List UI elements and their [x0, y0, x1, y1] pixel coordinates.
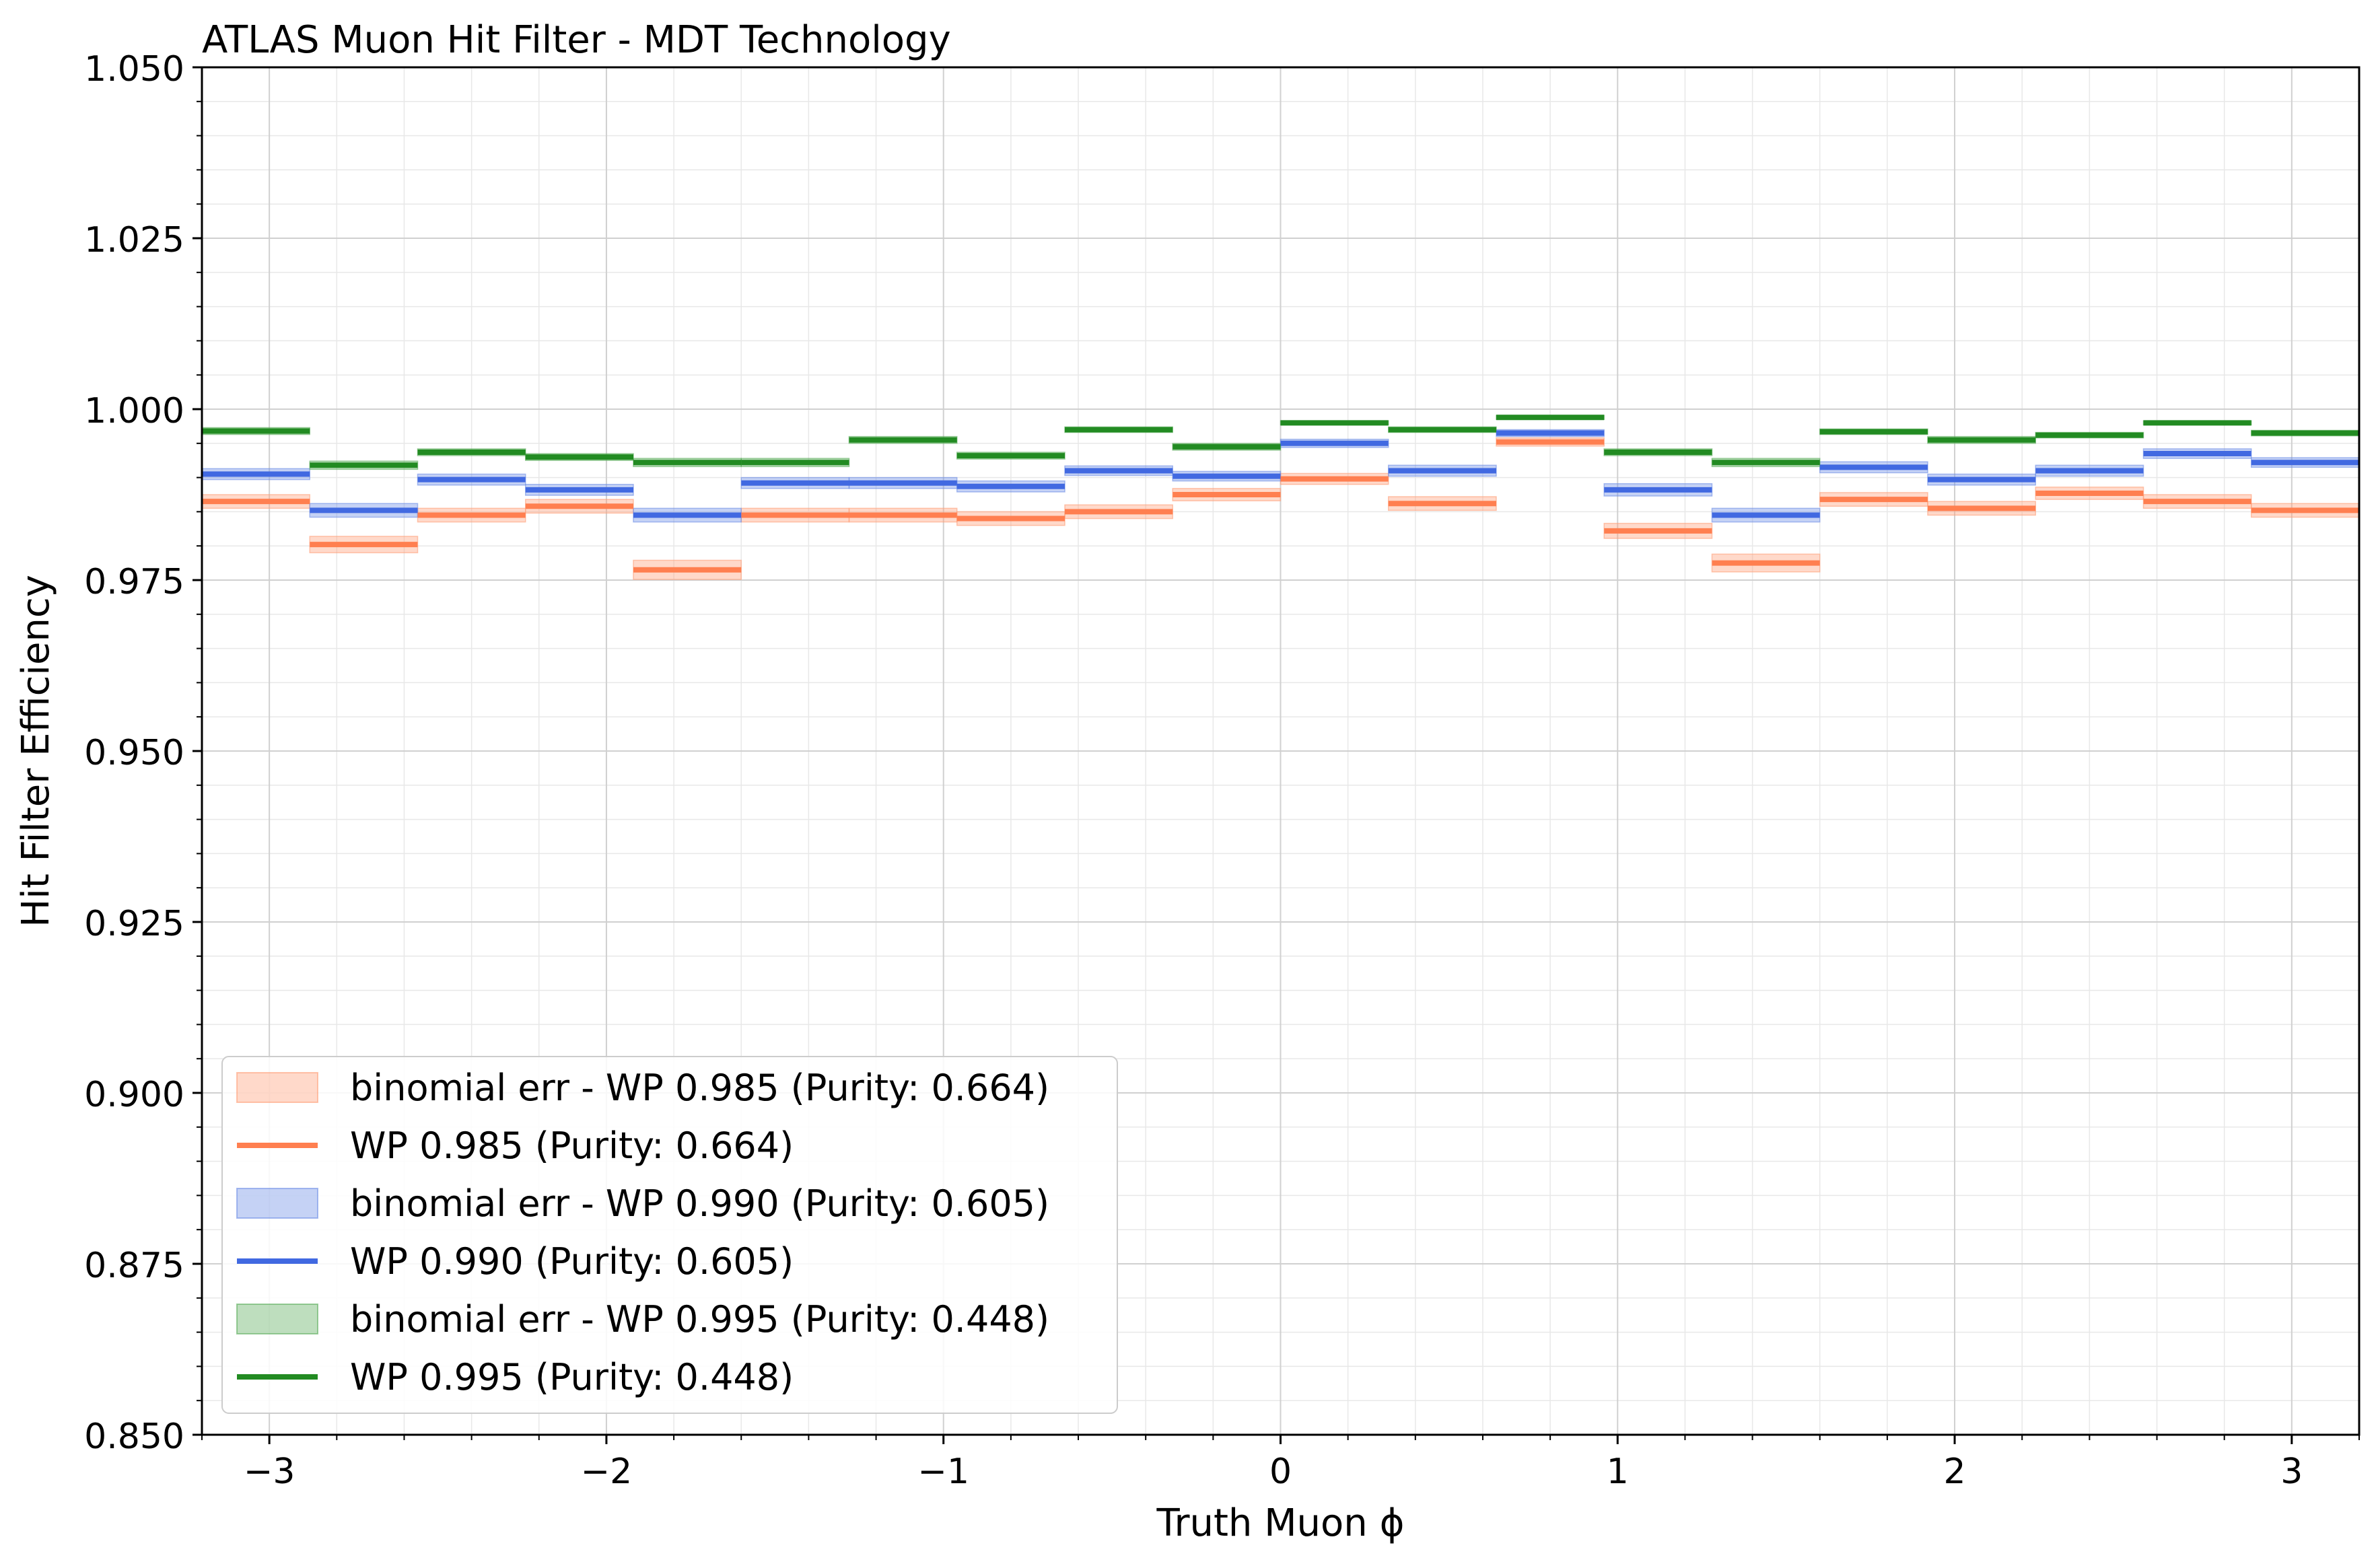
x-tick-label: −2 — [581, 1452, 633, 1492]
legend-band-swatch — [236, 1072, 318, 1103]
legend-entry-label: binomial err - WP 0.990 (Purity: 0.605) — [350, 1182, 1049, 1225]
y-axis-label: Hit Filter Efficiency — [14, 575, 58, 927]
y-tick-label: 0.875 — [84, 1246, 184, 1286]
axis-ticks: 0.850 0.875 0.900 0.925 0.950 0.975 1.000 1.025… — [84, 49, 2360, 1492]
y-tick-label: 0.900 — [84, 1075, 184, 1115]
x-tick-label: 0 — [1269, 1452, 1292, 1492]
x-tick-label: −1 — [917, 1452, 969, 1492]
legend-band-swatch — [236, 1304, 318, 1334]
legend-entry-label: WP 0.985 (Purity: 0.664) — [350, 1125, 794, 1167]
y-tick-label: 0.950 — [84, 733, 184, 773]
legend-entry-label: WP 0.995 (Purity: 0.448) — [350, 1356, 794, 1398]
y-tick-label: 1.050 — [84, 49, 184, 90]
y-tick-label: 1.000 — [84, 391, 184, 431]
y-tick-label: 1.025 — [84, 220, 184, 260]
x-tick-label: −3 — [244, 1452, 295, 1492]
x-tick-label: 2 — [1944, 1452, 1966, 1492]
chart-title: ATLAS Muon Hit Filter - MDT Technology — [202, 18, 951, 62]
legend-entry-label: WP 0.990 (Purity: 0.605) — [350, 1240, 794, 1283]
y-tick-label: 0.975 — [84, 562, 184, 602]
series-lines — [202, 415, 2359, 573]
legend-entry-label: binomial err - WP 0.985 (Purity: 0.664) — [350, 1067, 1049, 1109]
x-tick-label: 1 — [1607, 1452, 1629, 1492]
x-tick-label: 3 — [2280, 1452, 2303, 1492]
legend-band-swatch — [236, 1188, 318, 1219]
legend: binomial err - WP 0.985 (Purity: 0.664) W… — [221, 1056, 1118, 1414]
legend-frame — [221, 1056, 1118, 1414]
y-tick-label: 0.850 — [84, 1417, 184, 1457]
x-axis-label: Truth Muon ϕ — [1156, 1501, 1404, 1545]
legend-entry-label: binomial err - WP 0.995 (Purity: 0.448) — [350, 1298, 1049, 1341]
y-tick-label: 0.925 — [84, 904, 184, 944]
